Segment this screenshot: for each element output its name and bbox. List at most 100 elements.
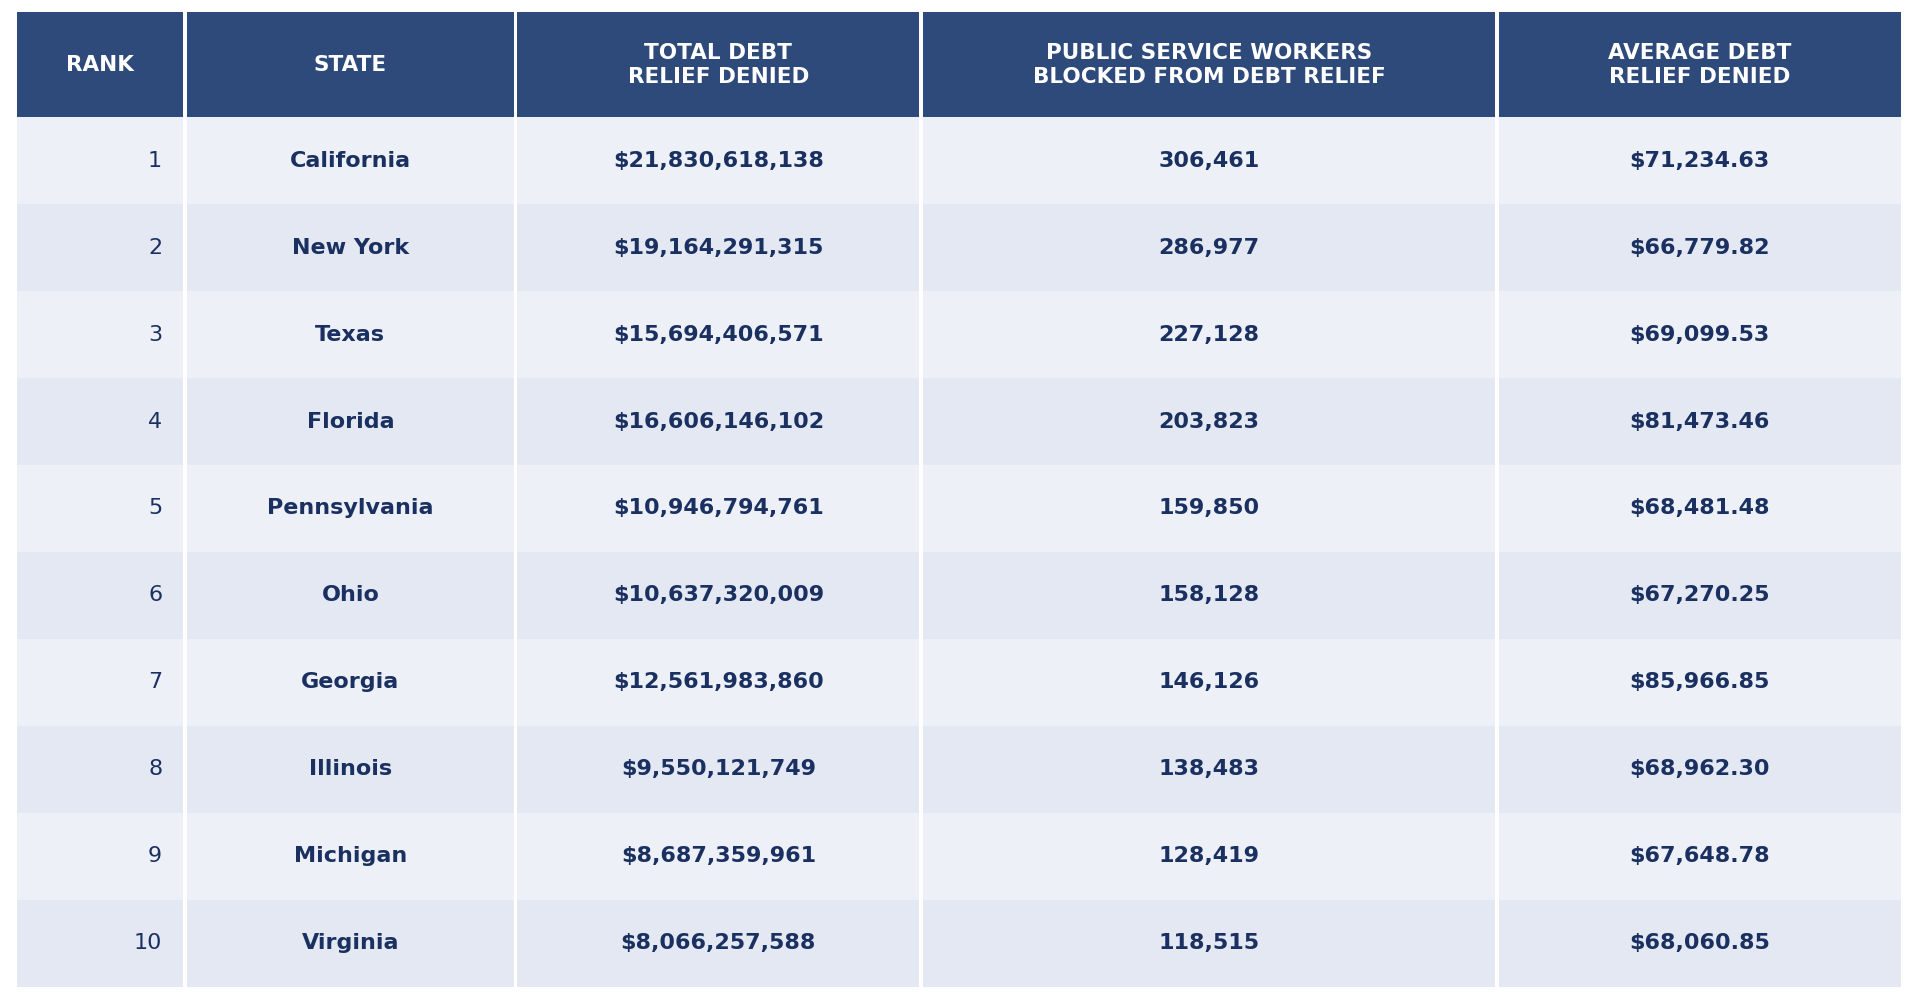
Bar — [17, 205, 184, 292]
Bar — [923, 292, 1494, 379]
Text: $10,946,794,761: $10,946,794,761 — [614, 499, 823, 518]
Text: 5: 5 — [148, 499, 163, 518]
Text: $15,694,406,571: $15,694,406,571 — [614, 325, 823, 345]
Text: 4: 4 — [148, 412, 163, 432]
Bar — [518, 639, 919, 725]
Text: $12,561,983,860: $12,561,983,860 — [614, 672, 823, 692]
Text: 8: 8 — [148, 759, 163, 779]
Text: $85,966.85: $85,966.85 — [1630, 672, 1770, 692]
Bar — [923, 552, 1494, 639]
Bar — [923, 13, 1494, 118]
Bar — [17, 552, 184, 639]
Text: 1: 1 — [148, 151, 163, 171]
Text: 6: 6 — [148, 585, 163, 605]
Bar — [1498, 899, 1901, 986]
Text: 306,461: 306,461 — [1158, 151, 1260, 171]
Text: AVERAGE DEBT
RELIEF DENIED: AVERAGE DEBT RELIEF DENIED — [1607, 43, 1791, 87]
Text: Michigan: Michigan — [293, 846, 407, 866]
Bar — [188, 639, 514, 725]
Bar — [17, 466, 184, 551]
Bar — [1498, 639, 1901, 725]
Text: TOTAL DEBT
RELIEF DENIED: TOTAL DEBT RELIEF DENIED — [627, 43, 809, 87]
Bar — [1498, 378, 1901, 466]
Bar — [1498, 118, 1901, 205]
Bar — [1498, 725, 1901, 813]
Bar — [188, 466, 514, 551]
Text: $71,234.63: $71,234.63 — [1630, 151, 1770, 171]
Bar — [17, 13, 184, 118]
Bar — [518, 13, 919, 118]
Bar — [188, 378, 514, 466]
Text: 158,128: 158,128 — [1158, 585, 1260, 605]
Text: Pennsylvania: Pennsylvania — [267, 499, 433, 518]
Bar — [17, 725, 184, 813]
Bar — [518, 118, 919, 205]
Bar — [1498, 13, 1901, 118]
Text: 118,515: 118,515 — [1158, 933, 1260, 953]
Text: $68,060.85: $68,060.85 — [1628, 933, 1770, 953]
Text: $9,550,121,749: $9,550,121,749 — [621, 759, 815, 779]
Text: Georgia: Georgia — [301, 672, 399, 692]
Text: $16,606,146,102: $16,606,146,102 — [614, 412, 825, 432]
Text: Florida: Florida — [307, 412, 395, 432]
Text: Ohio: Ohio — [322, 585, 380, 605]
Bar — [188, 292, 514, 379]
Bar — [1498, 466, 1901, 551]
Bar — [1498, 292, 1901, 379]
Bar — [1498, 813, 1901, 899]
Bar — [923, 899, 1494, 986]
Bar — [518, 205, 919, 292]
Bar — [518, 725, 919, 813]
Text: $68,481.48: $68,481.48 — [1630, 499, 1770, 518]
Text: New York: New York — [292, 238, 409, 258]
Text: 128,419: 128,419 — [1158, 846, 1260, 866]
Bar — [188, 13, 514, 118]
Text: $8,687,359,961: $8,687,359,961 — [621, 846, 815, 866]
Text: 203,823: 203,823 — [1158, 412, 1260, 432]
Text: 7: 7 — [148, 672, 163, 692]
Text: RANK: RANK — [67, 55, 134, 75]
Text: 138,483: 138,483 — [1158, 759, 1260, 779]
Bar — [518, 292, 919, 379]
Text: $21,830,618,138: $21,830,618,138 — [614, 151, 825, 171]
Bar — [1498, 552, 1901, 639]
Text: $8,066,257,588: $8,066,257,588 — [621, 933, 815, 953]
Bar — [188, 725, 514, 813]
Bar — [518, 813, 919, 899]
Bar — [518, 466, 919, 551]
Text: Virginia: Virginia — [301, 933, 399, 953]
Bar — [923, 725, 1494, 813]
Bar — [188, 552, 514, 639]
Bar — [17, 378, 184, 466]
Bar — [17, 899, 184, 986]
Text: PUBLIC SERVICE WORKERS
BLOCKED FROM DEBT RELIEF: PUBLIC SERVICE WORKERS BLOCKED FROM DEBT… — [1032, 43, 1385, 87]
Text: $67,648.78: $67,648.78 — [1630, 846, 1770, 866]
Text: 227,128: 227,128 — [1158, 325, 1260, 345]
Text: California: California — [290, 151, 410, 171]
Text: Texas: Texas — [315, 325, 386, 345]
Bar — [188, 118, 514, 205]
Text: 159,850: 159,850 — [1158, 499, 1260, 518]
Bar — [923, 813, 1494, 899]
Text: 9: 9 — [148, 846, 163, 866]
Text: 3: 3 — [148, 325, 163, 345]
Text: $66,779.82: $66,779.82 — [1630, 238, 1770, 258]
Bar — [518, 552, 919, 639]
Bar — [923, 205, 1494, 292]
Bar — [923, 118, 1494, 205]
Bar — [17, 292, 184, 379]
Text: $67,270.25: $67,270.25 — [1630, 585, 1770, 605]
Bar — [923, 378, 1494, 466]
Bar — [17, 118, 184, 205]
Bar — [923, 466, 1494, 551]
Text: $10,637,320,009: $10,637,320,009 — [614, 585, 825, 605]
Bar — [188, 205, 514, 292]
Text: STATE: STATE — [315, 55, 387, 75]
Text: $19,164,291,315: $19,164,291,315 — [614, 238, 823, 258]
Bar — [17, 639, 184, 725]
Text: 10: 10 — [134, 933, 163, 953]
Bar — [1498, 205, 1901, 292]
Text: $68,962.30: $68,962.30 — [1630, 759, 1770, 779]
Bar — [518, 899, 919, 986]
Text: $69,099.53: $69,099.53 — [1630, 325, 1770, 345]
